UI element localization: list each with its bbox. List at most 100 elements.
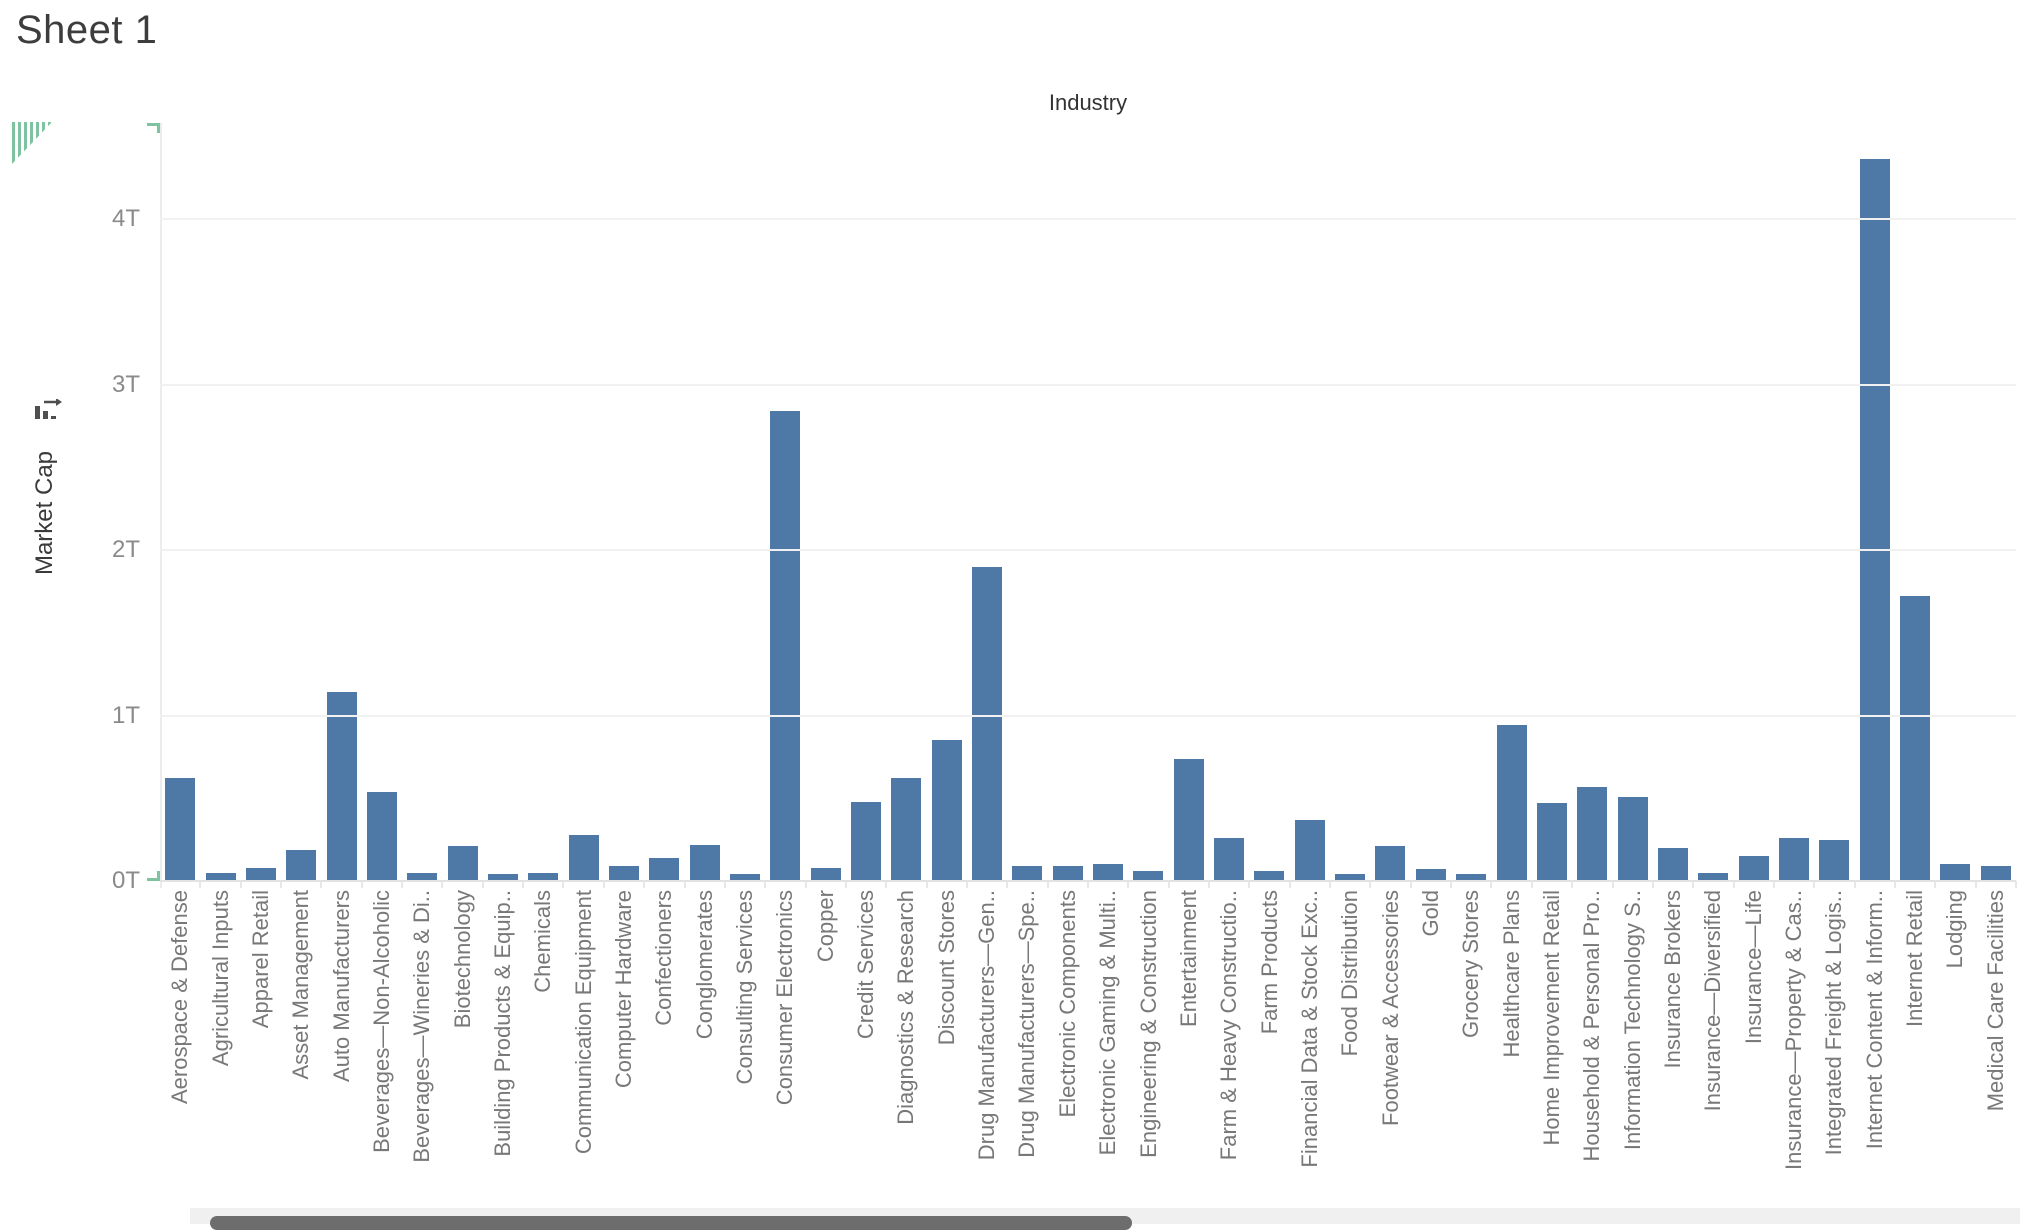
bar-Insurance Brokers[interactable] — [1657, 847, 1688, 881]
bar-Electronic Components[interactable] — [1052, 866, 1083, 881]
bar-Electronic Gaming & Multi..[interactable] — [1093, 864, 1124, 881]
x-axis-tick — [1409, 881, 1412, 888]
x-category-label[interactable]: Footwear & Accessories — [1377, 890, 1403, 1126]
x-category-label[interactable]: Communication Equipment — [570, 890, 596, 1155]
bar-Discount Stores[interactable] — [931, 740, 962, 881]
bar-Communication Equipment[interactable] — [568, 834, 599, 881]
x-category-label[interactable]: Lodging — [1942, 890, 1968, 969]
x-category-label[interactable]: Engineering & Construction — [1135, 890, 1161, 1158]
x-category-label[interactable]: Insurance—Diversified — [1700, 890, 1726, 1112]
x-category-label[interactable]: Financial Data & Stock Exc.. — [1296, 890, 1322, 1168]
bar-Healthcare Plans[interactable] — [1496, 725, 1527, 881]
x-category-label[interactable]: Confectioners — [651, 890, 677, 1026]
x-category-label[interactable]: Medical Care Facilities — [1982, 890, 2008, 1112]
x-category-label[interactable]: Healthcare Plans — [1498, 890, 1524, 1058]
x-category-label[interactable]: Consulting Services — [732, 890, 758, 1085]
x-category-label[interactable]: Farm Products — [1256, 890, 1282, 1035]
bar-Lodging[interactable] — [1940, 864, 1971, 881]
x-category-label[interactable]: Discount Stores — [933, 890, 959, 1046]
bar-Gold[interactable] — [1415, 869, 1446, 881]
bar-Engineering & Construction[interactable] — [1133, 871, 1164, 881]
bar-Asset Management[interactable] — [286, 849, 317, 881]
bar-Household & Personal Pro..[interactable] — [1577, 786, 1608, 881]
bar-Apparel Retail[interactable] — [245, 867, 276, 881]
x-category-label[interactable]: Internet Retail — [1902, 890, 1928, 1027]
x-category-label[interactable]: Drug Manufacturers—Gen.. — [974, 890, 1000, 1161]
bar-Information Technology S..[interactable] — [1617, 796, 1648, 881]
x-category-label[interactable]: Consumer Electronics — [772, 890, 798, 1106]
x-category-label[interactable]: Biotechnology — [449, 890, 475, 1029]
x-category-label[interactable]: Beverages—Non-Alcoholic — [368, 890, 394, 1153]
x-category-label[interactable]: Beverages—Wineries & Di.. — [409, 890, 435, 1163]
bar-Agricultural Inputs[interactable] — [205, 872, 236, 881]
bar-Food Distribution[interactable] — [1335, 874, 1366, 881]
x-category-label[interactable]: Internet Content & Inform.. — [1861, 890, 1887, 1150]
bar-Financial Data & Stock Exc..[interactable] — [1294, 819, 1325, 881]
bar-Copper[interactable] — [810, 867, 841, 881]
x-category-label[interactable]: Grocery Stores — [1458, 890, 1484, 1038]
bar-Grocery Stores[interactable] — [1456, 874, 1487, 881]
bar-Aerospace & Defense[interactable] — [165, 778, 196, 881]
x-category-label[interactable]: Integrated Freight & Logis.. — [1821, 890, 1847, 1156]
bar-Confectioners[interactable] — [649, 857, 680, 881]
x-category-label[interactable]: Household & Personal Pro.. — [1579, 890, 1605, 1162]
bar-Insurance—Diversified[interactable] — [1698, 872, 1729, 881]
x-category-label[interactable]: Entertainment — [1175, 890, 1201, 1027]
bar-Drug Manufacturers—Gen..[interactable] — [972, 566, 1003, 881]
bar-Computer Hardware[interactable] — [608, 866, 639, 881]
x-category-label[interactable]: Chemicals — [530, 890, 556, 993]
bar-Farm Products[interactable] — [1254, 871, 1285, 881]
x-category-label[interactable]: Home Improvement Retail — [1539, 890, 1564, 1146]
bar-Home Improvement Retail[interactable] — [1536, 803, 1567, 881]
x-category-label[interactable]: Computer Hardware — [611, 890, 636, 1089]
x-axis-tick — [925, 881, 928, 888]
x-category-label[interactable]: Aerospace & Defense — [167, 890, 193, 1105]
bar-Biotechnology[interactable] — [447, 846, 478, 881]
x-category-label[interactable]: Agricultural Inputs — [207, 890, 233, 1067]
bar-Internet Content & Inform..[interactable] — [1859, 159, 1890, 881]
x-category-label[interactable]: Apparel Retail — [247, 890, 273, 1029]
x-category-label[interactable]: Credit Services — [853, 890, 879, 1040]
bar-Auto Manufacturers[interactable] — [326, 692, 357, 881]
bar-Internet Retail[interactable] — [1899, 596, 1930, 881]
x-category-label[interactable]: Drug Manufacturers—Spe.. — [1014, 890, 1040, 1158]
bar-slot — [1693, 123, 1733, 881]
bar-Medical Care Facilities[interactable] — [1980, 866, 2011, 881]
x-category-label[interactable]: Food Distribution — [1337, 890, 1363, 1057]
bar-Beverages—Non-Alcoholic[interactable] — [366, 791, 397, 881]
bar-Footwear & Accessories[interactable] — [1375, 846, 1406, 881]
x-category-label[interactable]: Conglomerates — [691, 890, 717, 1040]
bar-Entertainment[interactable] — [1173, 758, 1204, 881]
x-category-label[interactable]: Insurance Brokers — [1660, 890, 1686, 1069]
bar-slot — [765, 123, 805, 881]
x-category-label[interactable]: Copper — [812, 890, 838, 963]
x-category-label[interactable]: Diagnostics & Research — [893, 890, 919, 1125]
x-category-label[interactable]: Gold — [1417, 890, 1443, 937]
bar-Insurance—Life[interactable] — [1738, 856, 1769, 881]
bar-Beverages—Wineries & Di..[interactable] — [407, 872, 438, 881]
x-category-label[interactable]: Electronic Gaming & Multi.. — [1095, 890, 1121, 1156]
x-category-label[interactable]: Information Technology S.. — [1619, 890, 1645, 1151]
x-category-label[interactable]: Building Products & Equip.. — [489, 890, 515, 1157]
bar-Farm & Heavy Constructio..[interactable] — [1214, 837, 1245, 881]
bar-Building Products & Equip..[interactable] — [487, 874, 518, 881]
bar-Conglomerates[interactable] — [689, 844, 720, 881]
x-axis-tick — [1127, 881, 1130, 888]
x-category-label[interactable]: Farm & Heavy Constructio.. — [1216, 890, 1242, 1161]
x-category-label[interactable]: Asset Management — [288, 890, 314, 1080]
bar-Diagnostics & Research[interactable] — [891, 778, 922, 881]
bar-Consumer Electronics[interactable] — [770, 410, 801, 881]
sort-by-field-icon[interactable] — [34, 399, 62, 423]
bar-Integrated Freight & Logis..[interactable] — [1819, 839, 1850, 881]
bar-Consulting Services[interactable] — [729, 874, 760, 881]
bar-Credit Services[interactable] — [851, 801, 882, 881]
y-axis-title[interactable]: Market Cap — [31, 450, 58, 576]
bar-Drug Manufacturers—Spe..[interactable] — [1012, 866, 1043, 881]
bar-Insurance—Property & Cas..[interactable] — [1778, 837, 1809, 881]
drag-handle-triangle-icon[interactable] — [12, 122, 52, 164]
x-category-label[interactable]: Insurance—Property & Cas.. — [1781, 890, 1807, 1171]
x-category-label[interactable]: Insurance—Life — [1740, 890, 1766, 1045]
x-category-label[interactable]: Electronic Components — [1054, 890, 1080, 1118]
bar-Chemicals[interactable] — [528, 872, 559, 881]
x-category-label[interactable]: Auto Manufacturers — [328, 890, 354, 1082]
